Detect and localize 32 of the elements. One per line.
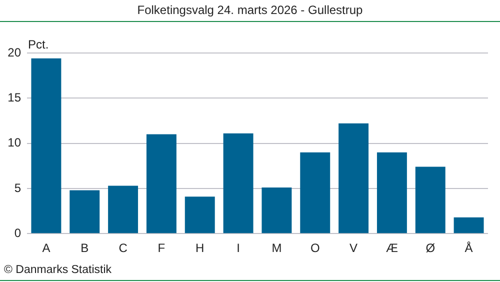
bar <box>415 166 446 234</box>
x-tick-label: A <box>42 241 50 256</box>
bar <box>338 123 369 234</box>
y-axis-title: Pct. <box>28 37 49 52</box>
x-tick-label: H <box>196 241 204 256</box>
x-tick-label: Ø <box>426 241 436 256</box>
x-tick-label: V <box>350 241 358 256</box>
y-tick-label: 5 <box>14 180 22 195</box>
text: © Danmarks Statistik <box>4 264 112 276</box>
x-tick-label: M <box>272 241 282 256</box>
bar <box>108 186 138 234</box>
bar <box>31 58 62 234</box>
y-tick-label: 15 <box>8 90 22 104</box>
x-tick-label: C <box>118 241 128 256</box>
bar <box>70 190 100 234</box>
bar <box>223 133 254 234</box>
bar <box>262 188 292 234</box>
bar <box>454 217 484 234</box>
y-tick-label: 0 <box>14 226 22 240</box>
x-tick-label: F <box>158 241 166 256</box>
bar <box>376 152 407 234</box>
x-tick-label: I <box>236 241 240 256</box>
chart-title: Folketingsvalg 24. marts 2026 - Gullestrup <box>0 0 500 22</box>
bar <box>300 152 330 234</box>
x-tick-label: O <box>310 241 320 256</box>
x-tick-label: Å <box>464 241 473 256</box>
x-tick-label: Æ <box>386 241 398 256</box>
y-tick-label: 10 <box>8 136 22 150</box>
bar <box>184 196 215 234</box>
x-tick-label: B <box>80 241 89 256</box>
bar <box>146 134 176 234</box>
y-tick-label: 20 <box>8 45 22 60</box>
